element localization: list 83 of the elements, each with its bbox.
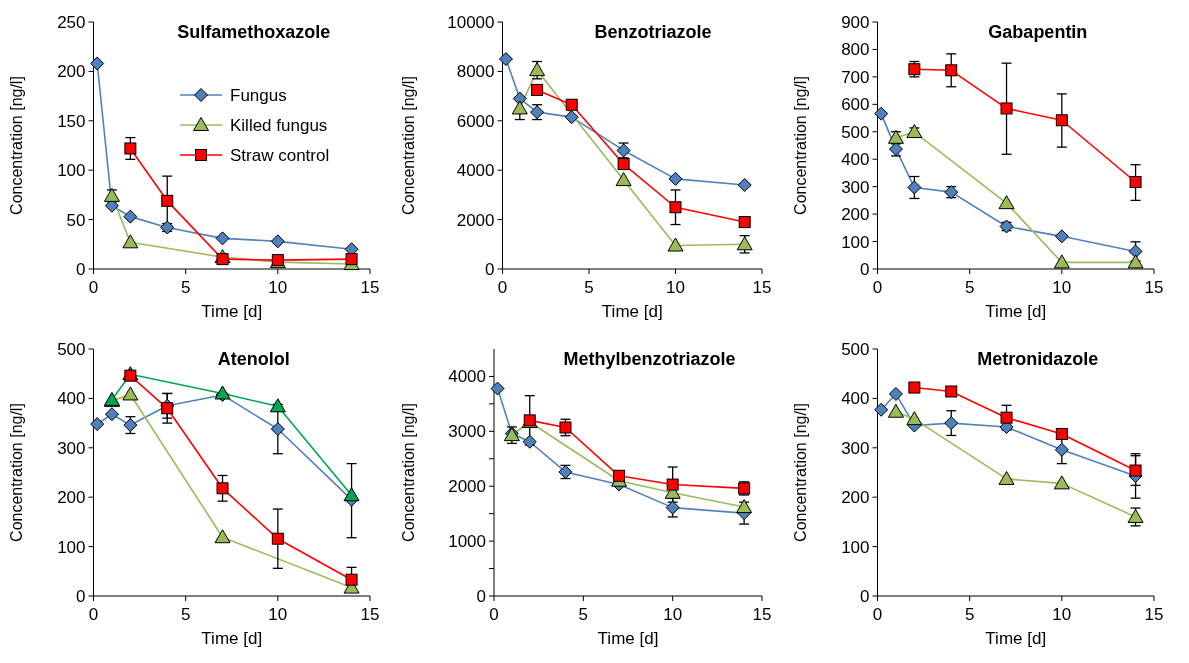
y-tick-label: 200	[57, 62, 86, 82]
y-tick-label: 500	[841, 339, 870, 359]
x-axis-title: Time [d]	[597, 629, 659, 648]
y-tick-label: 2000	[456, 210, 495, 230]
y-tick-label: 0	[476, 586, 486, 606]
y-tick-label: 0	[76, 259, 86, 279]
chart-title: Sulfamethoxazole	[177, 22, 331, 42]
y-tick-label: 200	[841, 205, 870, 225]
y-tick-label: 150	[57, 111, 86, 131]
x-tick-label: 5	[578, 605, 589, 624]
y-tick-label: 4000	[456, 161, 495, 181]
x-tick-label: 10	[663, 605, 683, 624]
y-tick-label: 700	[841, 67, 870, 87]
legend-label: Fungus	[230, 85, 287, 105]
y-tick-label: 800	[841, 40, 870, 60]
y-tick-label: 400	[841, 150, 870, 170]
y-tick-label: 100	[57, 161, 86, 181]
y-tick-label: 8000	[456, 62, 495, 82]
y-axis-title: Concentration [ng/l]	[792, 403, 809, 542]
legend-label: Killed fungus	[230, 115, 328, 135]
y-tick-label: 200	[841, 488, 870, 508]
chart-title: Benzotriazole	[594, 22, 712, 42]
y-tick-label: 3000	[448, 422, 486, 442]
x-tick-label: 5	[180, 278, 191, 297]
y-tick-label: 10000	[447, 12, 495, 32]
y-axis-title: Concentration [ng/l]	[8, 403, 25, 542]
y-tick-label: 6000	[456, 111, 495, 131]
x-tick-label: 15	[360, 278, 380, 297]
y-tick-label: 300	[57, 438, 86, 458]
y-axis-title: Concentration [ng/l]	[400, 403, 417, 542]
legend-label: Straw control	[230, 145, 330, 165]
x-tick-label: 10	[268, 278, 288, 297]
y-tick-label: 500	[57, 339, 86, 359]
x-tick-label: 10	[1052, 605, 1072, 624]
y-tick-label: 500	[841, 122, 870, 142]
y-tick-label: 100	[57, 537, 86, 557]
y-tick-label: 0	[860, 586, 870, 606]
y-tick-label: 900	[841, 12, 870, 32]
y-tick-label: 200	[57, 488, 86, 508]
y-tick-label: 300	[841, 438, 870, 458]
x-tick-label: 15	[1144, 278, 1164, 297]
y-tick-label: 300	[841, 177, 870, 197]
x-tick-label: 5	[964, 605, 975, 624]
y-axis-title: Concentration [ng/l]	[8, 76, 25, 215]
chart-title: Metronidazole	[977, 349, 1099, 369]
y-tick-label: 0	[76, 586, 86, 606]
y-tick-label: 100	[841, 232, 870, 252]
x-axis-title: Time [d]	[201, 629, 263, 648]
y-tick-label: 0	[485, 259, 495, 279]
chart-title: Gabapentin	[988, 22, 1088, 42]
x-tick-label: 0	[88, 278, 99, 297]
y-tick-label: 400	[841, 389, 870, 409]
x-tick-label: 15	[1144, 605, 1164, 624]
y-tick-label: 50	[66, 210, 86, 230]
x-tick-label: 0	[872, 278, 883, 297]
y-tick-label: 250	[57, 12, 86, 32]
x-tick-label: 15	[752, 278, 772, 297]
x-axis-title: Time [d]	[985, 302, 1047, 321]
x-tick-label: 15	[360, 605, 380, 624]
x-tick-label: 10	[1052, 278, 1072, 297]
x-tick-label: 10	[268, 605, 288, 624]
y-tick-label: 4000	[448, 367, 486, 387]
y-tick-label: 100	[841, 537, 870, 557]
x-tick-label: 0	[88, 605, 99, 624]
y-tick-label: 400	[57, 389, 86, 409]
x-axis-title: Time [d]	[601, 302, 663, 321]
x-tick-label: 0	[497, 278, 508, 297]
x-axis-title: Time [d]	[201, 302, 263, 321]
y-axis-title: Concentration [ng/l]	[792, 76, 809, 215]
x-tick-label: 5	[964, 278, 975, 297]
y-tick-label: 0	[860, 259, 870, 279]
x-tick-label: 5	[584, 278, 594, 297]
y-axis-title: Concentration [ng/l]	[400, 76, 417, 215]
chart-title: Atenolol	[217, 349, 290, 369]
y-tick-label: 600	[841, 95, 870, 115]
x-axis-title: Time [d]	[985, 629, 1047, 648]
x-tick-label: 0	[872, 605, 883, 624]
y-tick-label: 2000	[448, 477, 486, 497]
y-tick-label: 1000	[448, 532, 486, 552]
x-tick-label: 10	[666, 278, 685, 297]
chart-title: Methylbenzotriazole	[563, 349, 736, 369]
x-tick-label: 15	[752, 605, 772, 624]
x-tick-label: 5	[180, 605, 191, 624]
